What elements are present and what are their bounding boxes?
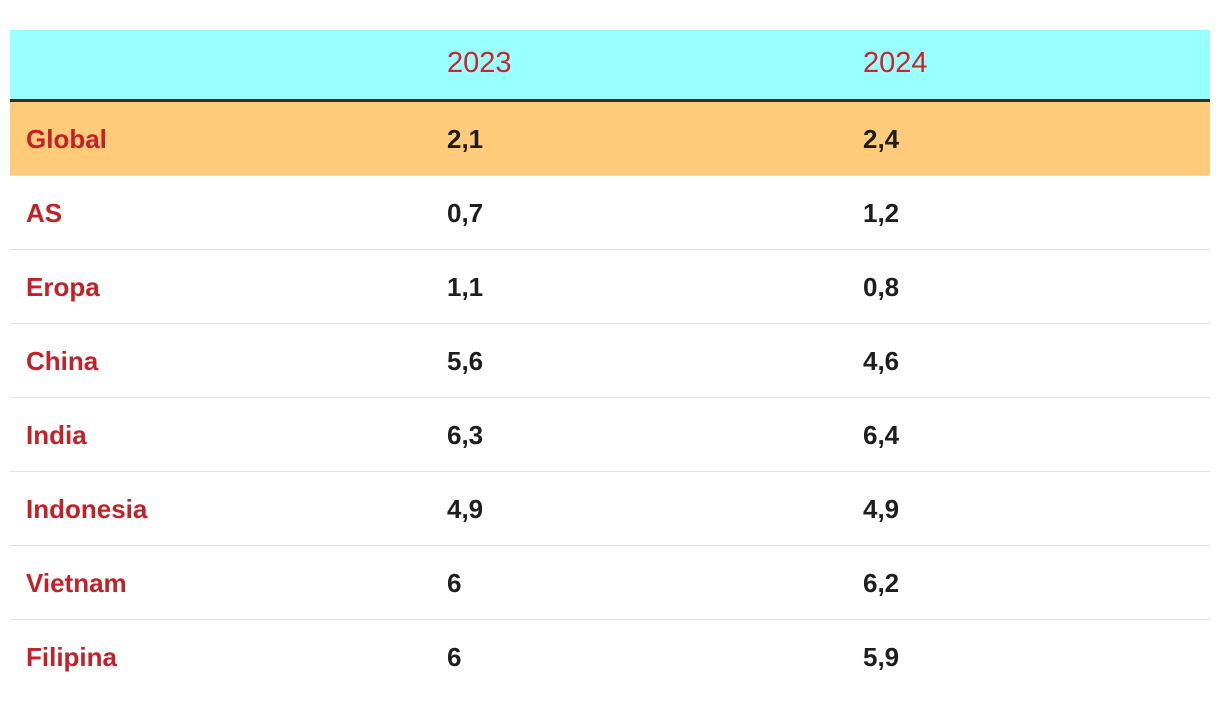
table-header-row: 2023 2024 [10, 30, 1210, 102]
value-2023: 6,3 [447, 419, 484, 450]
header-cell-2023: 2023 [447, 47, 512, 79]
table-row-filipina: Filipina 6 5,9 [10, 620, 1210, 694]
table-row-indonesia: Indonesia 4,9 4,9 [10, 472, 1210, 546]
row-label: Global [26, 123, 107, 154]
row-label: Filipina [26, 642, 117, 672]
value-2024: 6,4 [863, 419, 900, 450]
row-label: China [26, 345, 99, 376]
table-row-india: India 6,3 6,4 [10, 398, 1210, 472]
value-2023: 6 [447, 567, 462, 598]
row-label: Indonesia [26, 493, 148, 524]
header-cell-2024: 2024 [863, 47, 928, 79]
table-row-as: AS 0,7 1,2 [10, 176, 1210, 250]
value-2024: 4,9 [863, 493, 900, 524]
table-row-vietnam: Vietnam 6 6,2 [10, 546, 1210, 620]
row-label: India [26, 419, 87, 450]
row-label: Eropa [26, 271, 100, 302]
value-2023: 1,1 [447, 271, 484, 302]
value-2024: 6,2 [863, 567, 900, 598]
row-label: Vietnam [26, 567, 127, 598]
value-2024: 0,8 [863, 271, 900, 302]
value-2023: 0,7 [447, 197, 484, 228]
value-2024: 5,9 [863, 642, 900, 672]
row-label: AS [26, 197, 63, 228]
value-2023: 2,1 [447, 123, 484, 154]
value-2024: 2,4 [863, 123, 900, 154]
value-2024: 4,6 [863, 345, 900, 376]
value-2023: 6 [447, 642, 462, 672]
value-2023: 5,6 [447, 345, 484, 376]
table-row-china: China 5,6 4,6 [10, 324, 1210, 398]
value-2024: 1,2 [863, 197, 900, 228]
data-table: 2023 2024 Global 2,1 2,4 AS 0,7 1,2 Erop… [10, 30, 1210, 694]
table-row-eropa: Eropa 1,1 0,8 [10, 250, 1210, 324]
table-row-global: Global 2,1 2,4 [10, 102, 1210, 176]
value-2023: 4,9 [447, 493, 484, 524]
